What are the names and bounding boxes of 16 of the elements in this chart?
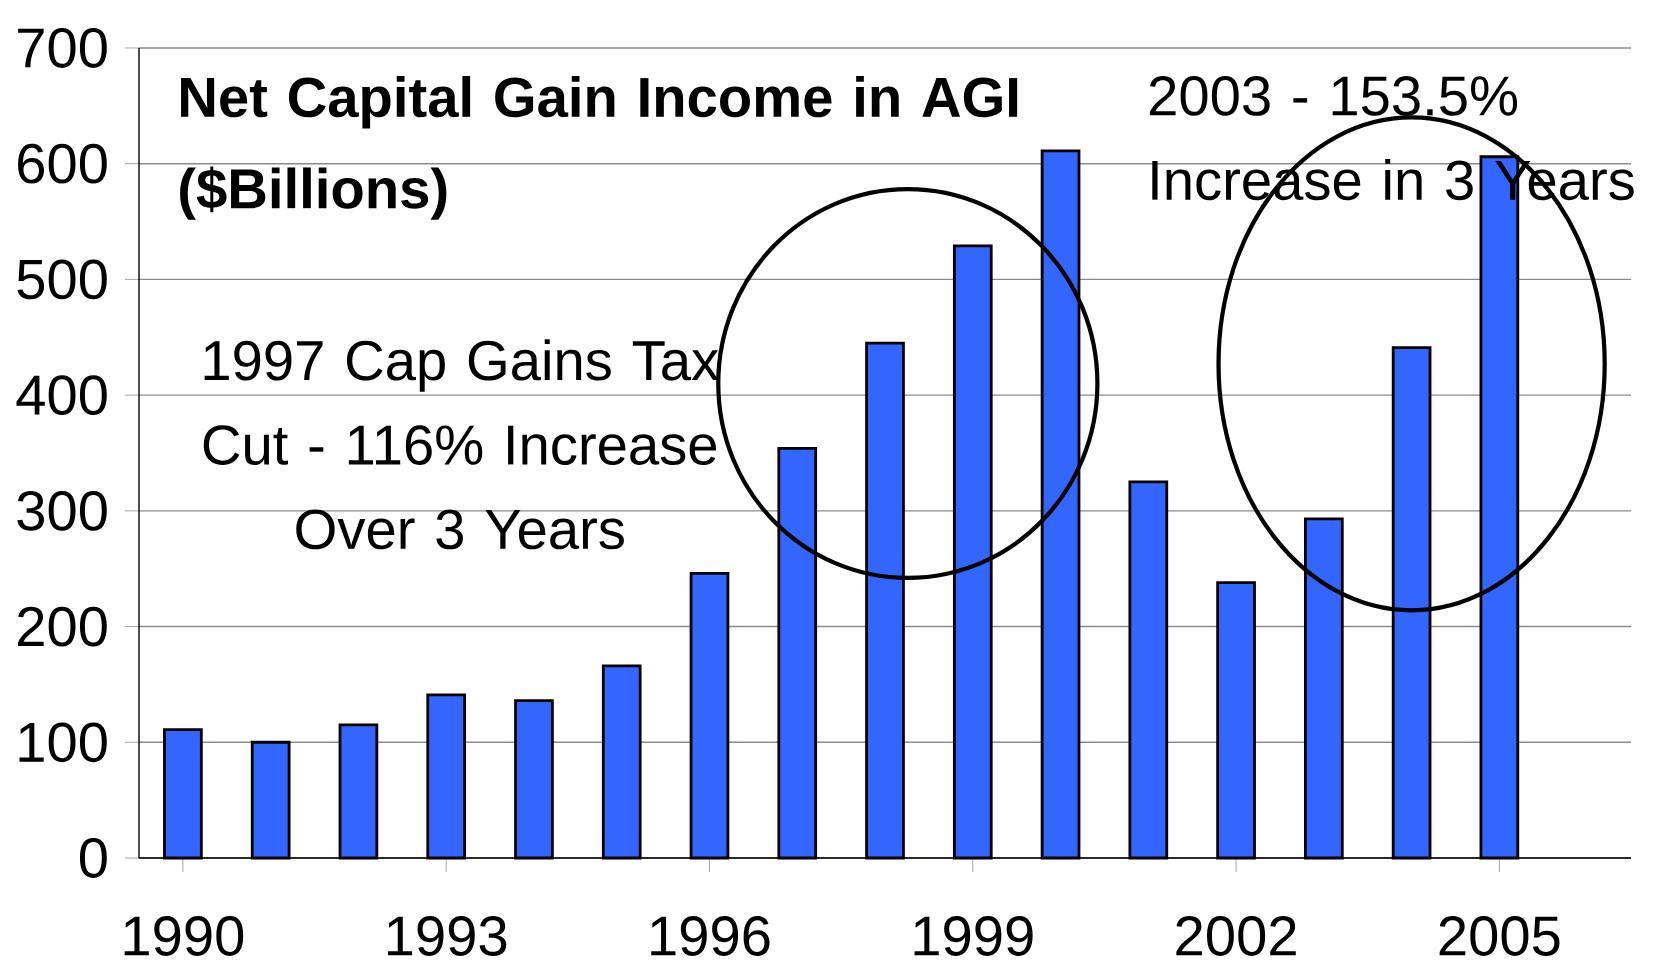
y-tick-label: 700 — [18, 28, 107, 68]
y-tick-label: 400 — [16, 375, 107, 416]
x-tick-label: 1990 — [124, 916, 244, 956]
annotation: 1997 Cap Gains Tax Cut - 116% Increase Over 3 Years — [203, 339, 719, 550]
x-tick-label: 1999 — [914, 916, 1033, 956]
y-tick-label: 100 — [19, 722, 107, 763]
x-tick-label: 2005 — [1439, 916, 1560, 956]
y-tick-label: 200 — [18, 606, 107, 647]
text: Net Capital Gain Income in AGI ($Billions) — [180, 76, 1018, 220]
y-tick-label: 0 — [79, 838, 107, 878]
x-tick-label: 1993 — [387, 916, 507, 956]
x-tick-label: 2002 — [1176, 916, 1296, 956]
y-tick-label: 300 — [17, 490, 107, 531]
x-tick-label: 1996 — [651, 916, 770, 956]
y-tick-label: 500 — [17, 259, 107, 300]
y-tick-label: 600 — [18, 143, 107, 184]
